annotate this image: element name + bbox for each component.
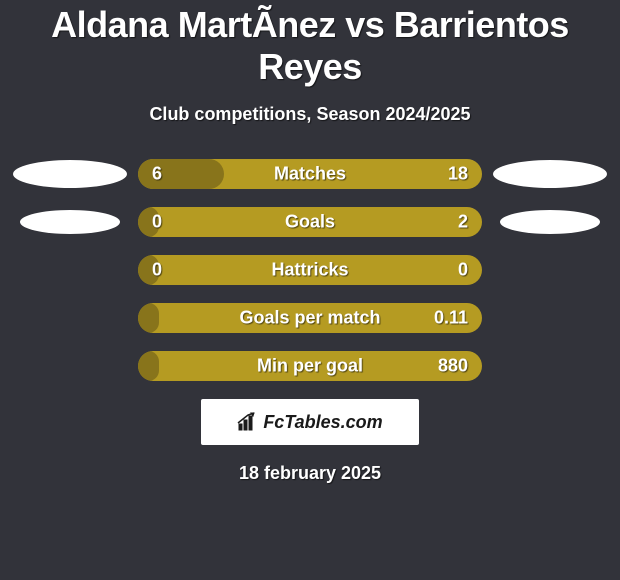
stat-bar: Goals per match 0.11 <box>138 303 482 333</box>
stat-bar-fill <box>138 159 224 189</box>
right-indicator-slot <box>490 160 610 188</box>
date-text: 18 february 2025 <box>0 463 620 484</box>
subtitle: Club competitions, Season 2024/2025 <box>0 104 620 125</box>
left-indicator-slot <box>10 210 130 234</box>
left-indicator-slot <box>10 160 130 188</box>
left-ellipse <box>20 210 120 234</box>
stat-left-value: 0 <box>152 212 162 233</box>
stat-label: Matches <box>274 164 346 185</box>
left-ellipse <box>13 160 127 188</box>
right-indicator-slot <box>490 210 610 234</box>
stat-right-value: 0.11 <box>434 308 468 329</box>
stat-right-value: 18 <box>448 164 468 185</box>
stat-right-value: 0 <box>458 260 468 281</box>
comparison-card: Aldana MartÃ­nez vs Barrientos Reyes Clu… <box>0 0 620 580</box>
stat-bar: 0 Goals 2 <box>138 207 482 237</box>
stat-row: 0 Goals 2 <box>0 207 620 237</box>
logo-text: FcTables.com <box>263 412 382 433</box>
stat-row: Goals per match 0.11 <box>0 303 620 333</box>
stat-bar-fill <box>138 303 159 333</box>
stat-label: Hattricks <box>271 260 348 281</box>
stat-bar: 6 Matches 18 <box>138 159 482 189</box>
stat-right-value: 2 <box>458 212 468 233</box>
stat-rows: 6 Matches 18 0 Goals 2 0 Hattricks 0 Goals per ma… <box>0 159 620 381</box>
stat-left-value: 0 <box>152 260 162 281</box>
stat-label: Min per goal <box>257 356 363 377</box>
right-ellipse <box>500 210 600 234</box>
bar-chart-icon <box>237 412 259 432</box>
stat-left-value: 6 <box>152 164 162 185</box>
stat-label: Goals per match <box>239 308 380 329</box>
page-title: Aldana MartÃ­nez vs Barrientos Reyes <box>0 4 620 88</box>
stat-label: Goals <box>285 212 335 233</box>
fctables-logo: FcTables.com <box>201 399 419 445</box>
right-ellipse <box>493 160 607 188</box>
stat-bar: 0 Hattricks 0 <box>138 255 482 285</box>
stat-row: 0 Hattricks 0 <box>0 255 620 285</box>
stat-row: 6 Matches 18 <box>0 159 620 189</box>
stat-bar: Min per goal 880 <box>138 351 482 381</box>
stat-row: Min per goal 880 <box>0 351 620 381</box>
stat-bar-fill <box>138 351 159 381</box>
stat-right-value: 880 <box>438 356 468 377</box>
